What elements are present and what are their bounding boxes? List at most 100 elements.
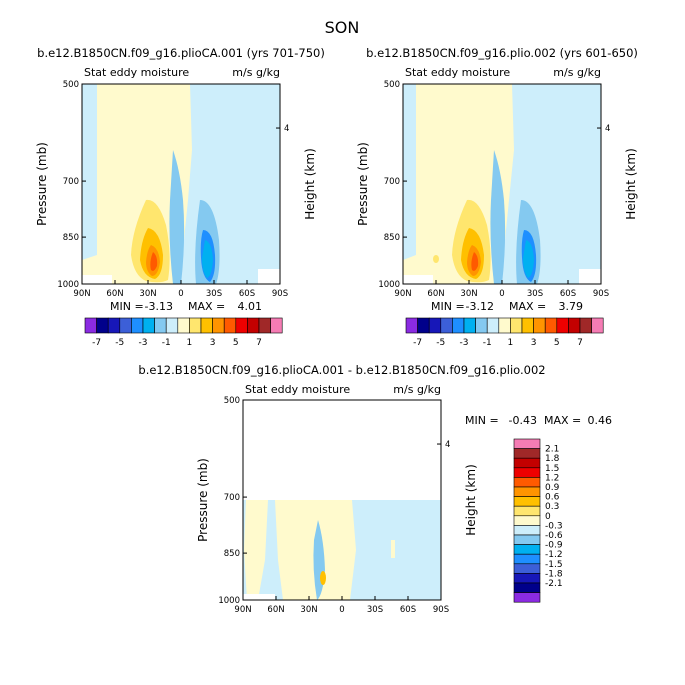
panel-2-ylabel: Pressure (mb) [356, 142, 370, 226]
panel-2-left-subtitle: Stat eddy moisture [405, 66, 510, 79]
panel-1-y2label: Height (km) [303, 148, 317, 219]
colorbar-label: 3 [210, 338, 216, 348]
panel-1-title: b.e12.B1850CN.f09_g16.plioCA.001 (yrs 70… [37, 46, 325, 60]
panel-2-max-label: MAX = [509, 300, 546, 313]
contour-missing [258, 269, 280, 284]
colorbar-swatch [107, 317, 121, 334]
colorbar-swatch [428, 317, 442, 334]
panel-2-right-subtitle: m/s g/kg [553, 66, 601, 79]
colorbar-label: 7 [256, 338, 262, 348]
panel-3-right-subtitle: m/s g/kg [393, 383, 441, 396]
colorbar-label: -5 [115, 338, 124, 348]
colorbar-label: 1.5 [545, 464, 559, 474]
panel-1-x-axis: 90N 60N 30N 0 30S 60S 90S [73, 280, 288, 299]
contour-positive-cell [391, 540, 395, 558]
colorbar-label: 0.6 [545, 493, 560, 503]
colorbar-label: -1.5 [545, 560, 563, 570]
x-tick-label: 60N [427, 289, 444, 299]
x-tick-label: 60S [400, 605, 416, 615]
colorbar-swatch [142, 317, 155, 334]
x-tick-label: 30S [367, 605, 383, 615]
colorbar-label: 0.3 [545, 502, 559, 512]
colorbar-swatch [513, 525, 541, 536]
colorbar-swatch [212, 317, 225, 334]
contour-missing [243, 594, 275, 600]
colorbar-swatch [235, 317, 248, 334]
contour-positive-cell [320, 571, 326, 585]
panel-1-y-axis: 500 700 850 1000 4 [57, 80, 289, 290]
panel-2: b.e12.B1850CN.f09_g16.plio.002 (yrs 601-… [356, 46, 638, 348]
colorbar-label: -1.2 [545, 550, 563, 560]
y-tick-label: 850 [384, 233, 400, 243]
y-tick-label: 500 [384, 80, 400, 90]
contour-positive-band [244, 500, 268, 600]
colorbar-swatch [544, 317, 558, 334]
colorbar-swatch [405, 317, 418, 334]
colorbar-label: -1.8 [545, 569, 563, 579]
panel-1-max-value: 4.01 [238, 300, 263, 313]
panel-3: b.e12.B1850CN.f09_g16.plioCA.001 - b.e12… [138, 363, 612, 615]
x-tick-label: 30S [206, 289, 222, 299]
colorbar-swatch [463, 317, 476, 334]
colorbar-label: -0.9 [545, 541, 563, 551]
x-tick-label: 0 [499, 289, 504, 299]
colorbar-swatch [513, 505, 541, 517]
y-tick-label: 700 [384, 177, 400, 187]
colorbar-swatch [510, 317, 523, 334]
colorbar-swatch [513, 438, 541, 449]
x-tick-label: 60S [560, 289, 576, 299]
colorbar-label: 0 [545, 512, 551, 522]
colorbar-swatch [119, 317, 132, 334]
colorbar-label: 5 [554, 338, 560, 348]
panel-2-y-axis: 500 700 850 1000 4 [378, 80, 610, 290]
colorbar-swatch [270, 317, 283, 334]
y-tick-label: 1000 [218, 596, 240, 606]
colorbar-swatch [513, 448, 541, 459]
colorbar-swatch [513, 457, 541, 469]
y2-tick-label: 4 [605, 124, 610, 134]
y-tick-label: 850 [224, 549, 240, 559]
colorbar-swatch [513, 582, 541, 593]
colorbar-swatch [591, 317, 604, 334]
colorbar-swatch [200, 317, 213, 334]
colorbar-swatch [513, 553, 541, 565]
colorbar-label: -3 [460, 338, 469, 348]
panel-2-x-axis: 90N 60N 30N 0 30S 60S 90S [394, 280, 609, 299]
panel-2-min-value: -3.12 [466, 300, 494, 313]
colorbar-swatch [84, 317, 97, 334]
contour-light-blue-cell [490, 150, 506, 284]
colorbar-swatch [568, 317, 581, 334]
colorbar-swatch [513, 534, 541, 545]
colorbar-swatch [513, 477, 541, 488]
y-tick-label: 1000 [378, 280, 400, 290]
panel-1-left-subtitle: Stat eddy moisture [84, 66, 189, 79]
colorbar-swatch [247, 317, 260, 334]
colorbar-swatch [154, 317, 167, 334]
panel-2-y2label: Height (km) [624, 148, 638, 219]
colorbar-label: 7 [577, 338, 583, 348]
colorbar-label: -2.1 [545, 579, 563, 589]
panel-3-ylabel: Pressure (mb) [196, 458, 210, 542]
y-tick-label: 500 [63, 80, 79, 90]
panel-3-left-subtitle: Stat eddy moisture [245, 383, 350, 396]
colorbar-swatch [513, 573, 541, 584]
colorbar-label: 5 [233, 338, 239, 348]
panel-2-contour-field [403, 84, 601, 284]
x-tick-label: 90S [433, 605, 449, 615]
colorbar-swatch [177, 317, 190, 334]
colorbar-swatch [165, 317, 179, 334]
panel-1-colorbar: -7 -5 -3 -1 1 3 5 7 [84, 317, 283, 348]
contour-missing [579, 269, 601, 284]
colorbar-swatch [513, 515, 541, 526]
colorbar-label: -0.3 [545, 521, 563, 531]
y2-tick-label: 4 [284, 124, 289, 134]
panel-2-colorbar: -7 -5 -3 -1 1 3 5 7 [405, 317, 604, 348]
panel-2-max-value: 3.79 [559, 300, 584, 313]
panel-2-min-label: MIN = [431, 300, 465, 313]
colorbar-swatch [440, 317, 453, 334]
colorbar-swatch [189, 317, 202, 334]
x-tick-label: 30N [139, 289, 156, 299]
colorbar-label: -1 [162, 338, 171, 348]
colorbar-swatch [223, 317, 237, 334]
